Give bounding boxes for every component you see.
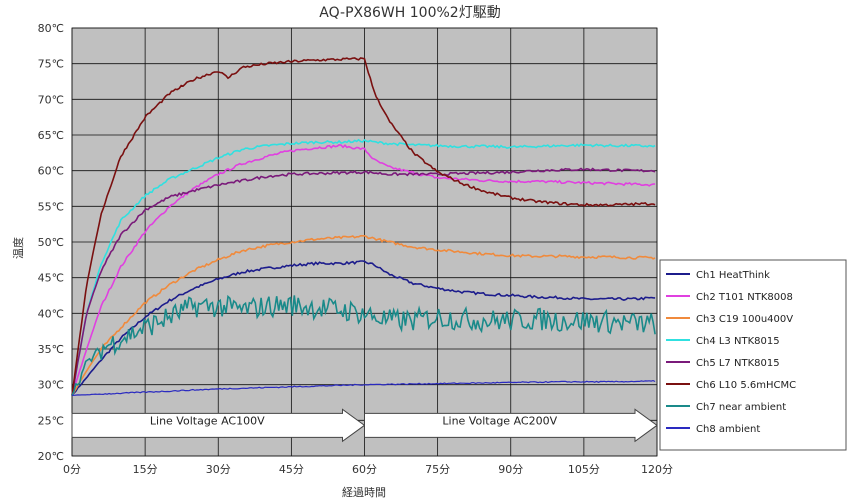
series-line-ch6: [71, 57, 656, 396]
series-line-ch1: [71, 260, 656, 396]
chart-title: AQ-PX86WH 100%2灯駆動: [319, 5, 500, 21]
y-axis-label: 温度: [11, 237, 25, 259]
legend-entry: Ch1 HeatThink: [696, 270, 770, 281]
series-line-ch4: [71, 138, 656, 396]
legend-entry: Ch4 L3 NTK8015: [696, 336, 780, 347]
y-tick-label: 80℃: [38, 22, 64, 35]
y-axis-ticks: 20℃ 25℃ 30℃ 35℃ 40℃ 45℃ 50℃ 55℃ 60℃ 65℃ 70℃ 75℃ 80℃: [38, 22, 64, 463]
x-axis-label: 経過時間: [342, 486, 386, 499]
series-line-ch2: [71, 143, 656, 396]
x-tick-label: 15分: [133, 463, 158, 476]
x-tick-label: 75分: [425, 463, 450, 476]
legend-entry: Ch8 ambient: [696, 424, 760, 435]
y-tick-label: 65℃: [38, 129, 64, 142]
x-tick-label: 90分: [498, 463, 523, 476]
legend-entry: Ch3 C19 100u400V: [696, 314, 793, 325]
y-tick-label: 40℃: [38, 307, 64, 320]
voltage-arrow: [364, 408, 658, 443]
x-tick-label: 0分: [63, 463, 81, 476]
x-axis-ticks: 0分 15分 30分 45分 60分 75分 90分 105分 120分: [63, 463, 673, 476]
y-tick-label: 35℃: [38, 343, 64, 356]
series-line-ch8: [71, 379, 656, 396]
series-line-ch5: [71, 167, 656, 396]
series-line-ch7: [71, 294, 656, 396]
x-tick-label: 45分: [279, 463, 304, 476]
legend-entry: Ch2 T101 NTK8008: [696, 292, 793, 303]
voltage-annotations: Line Voltage AC100V Line Voltage AC200V: [71, 408, 658, 443]
legend-entry: Ch6 L10 5.6mHCMC: [696, 380, 796, 391]
y-tick-label: 20℃: [38, 450, 64, 463]
voltage-arrow-label: Line Voltage AC200V: [442, 414, 557, 427]
voltage-arrow-label: Line Voltage AC100V: [150, 414, 265, 427]
x-tick-label: 60分: [352, 463, 377, 476]
legend-box: [659, 259, 847, 451]
voltage-arrow: [71, 408, 366, 443]
y-tick-label: 25℃: [38, 414, 64, 427]
y-tick-label: 30℃: [38, 379, 64, 392]
y-tick-label: 70℃: [38, 93, 64, 106]
x-tick-label: 30分: [206, 463, 231, 476]
y-tick-label: 60℃: [38, 165, 64, 178]
x-tick-label: 105分: [568, 463, 600, 476]
series-line-ch3: [71, 235, 656, 396]
legend-entry: Ch5 L7 NTK8015: [696, 358, 780, 369]
series-layer: [71, 57, 656, 396]
y-tick-label: 50℃: [38, 236, 64, 249]
y-tick-label: 75℃: [38, 58, 64, 71]
y-tick-label: 55℃: [38, 200, 64, 213]
legend-entry: Ch7 near ambient: [696, 402, 786, 413]
gridlines: [71, 27, 658, 457]
x-tick-label: 120分: [641, 463, 673, 476]
y-tick-label: 45℃: [38, 272, 64, 285]
legend: Ch1 HeatThink Ch2 T101 NTK8008 Ch3 C19 100…: [659, 259, 847, 451]
